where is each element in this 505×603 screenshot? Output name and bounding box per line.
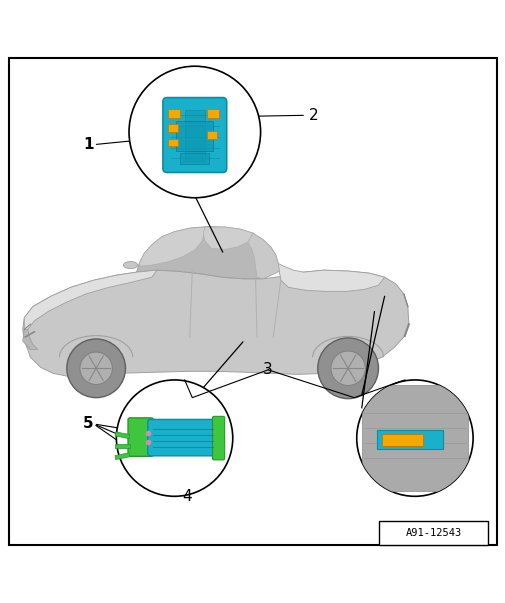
Text: 1: 1 — [83, 137, 93, 152]
Bar — [168, 139, 177, 146]
Bar — [168, 109, 179, 118]
Bar — [207, 109, 218, 118]
Text: 3: 3 — [263, 362, 273, 377]
Text: A91-12543: A91-12543 — [405, 528, 462, 538]
Polygon shape — [136, 227, 279, 279]
Bar — [381, 434, 422, 446]
FancyBboxPatch shape — [163, 98, 226, 172]
Bar — [184, 110, 205, 161]
Bar — [361, 385, 467, 491]
Text: 5: 5 — [83, 417, 93, 432]
Circle shape — [330, 351, 365, 385]
Bar — [179, 153, 209, 165]
Polygon shape — [139, 227, 205, 266]
FancyArrow shape — [115, 444, 129, 448]
Polygon shape — [23, 270, 408, 377]
Ellipse shape — [123, 262, 137, 268]
FancyArrow shape — [115, 453, 130, 459]
Bar — [376, 430, 442, 449]
Circle shape — [356, 380, 472, 496]
Bar — [176, 121, 212, 151]
FancyArrow shape — [115, 432, 130, 438]
Polygon shape — [247, 233, 279, 279]
Circle shape — [317, 338, 378, 399]
FancyBboxPatch shape — [379, 521, 487, 545]
Circle shape — [80, 352, 112, 385]
FancyBboxPatch shape — [212, 416, 224, 460]
Bar — [207, 131, 216, 139]
Circle shape — [67, 339, 125, 397]
Polygon shape — [278, 264, 384, 291]
Polygon shape — [23, 329, 38, 350]
Circle shape — [116, 380, 232, 496]
FancyBboxPatch shape — [128, 418, 153, 456]
Circle shape — [129, 66, 260, 198]
Text: 2: 2 — [308, 108, 318, 123]
Polygon shape — [24, 270, 157, 329]
FancyBboxPatch shape — [147, 420, 218, 456]
Bar — [168, 124, 177, 132]
Polygon shape — [203, 227, 252, 250]
Text: 4: 4 — [182, 489, 192, 504]
